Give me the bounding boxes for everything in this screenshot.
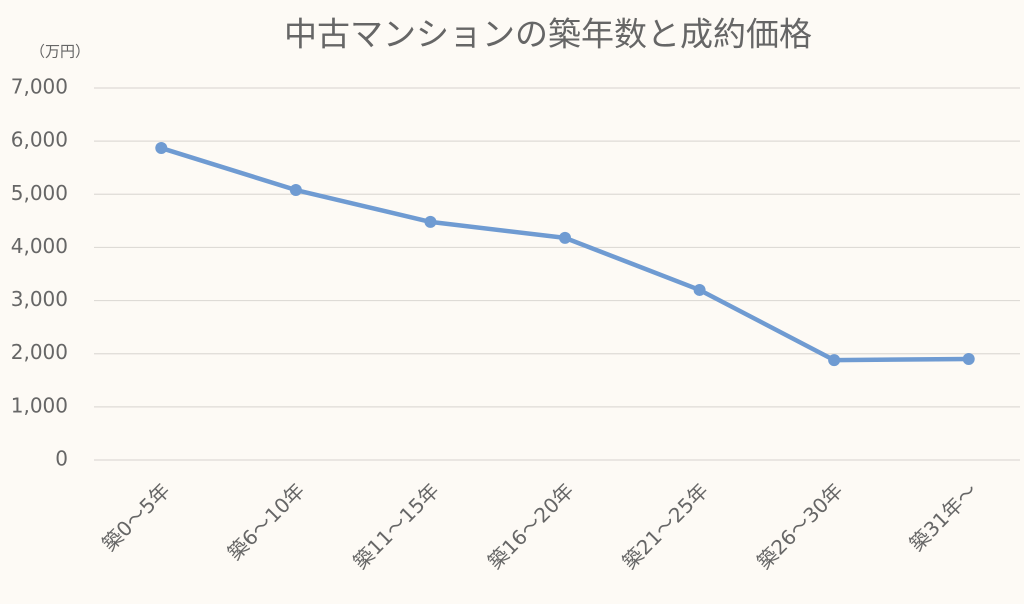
- y-tick-label: 5,000: [11, 181, 68, 205]
- y-unit: （万円）: [30, 43, 90, 61]
- data-point: [828, 354, 841, 367]
- data-point: [962, 353, 975, 366]
- chart-title: 中古マンションの築年数と成約価格: [284, 15, 812, 54]
- data-point: [559, 231, 571, 244]
- x-tick-label: 築0～5年: [97, 478, 174, 555]
- y-tick-label: 6,000: [11, 128, 68, 152]
- y-tick-label: 2,000: [11, 340, 68, 364]
- data-point: [424, 215, 437, 228]
- data-point: [693, 283, 706, 296]
- data-point: [289, 184, 302, 197]
- x-tick-label: 築26～30年: [752, 478, 847, 573]
- y-tick-label: 7,000: [11, 75, 68, 99]
- x-tick-label: 築31年～: [905, 478, 982, 555]
- y-tick-label: 1,000: [11, 393, 68, 417]
- x-tick-label: 築11～15年: [348, 478, 443, 573]
- x-tick-label: 築16～20年: [483, 478, 578, 573]
- x-tick-label: 築6～10年: [223, 478, 309, 564]
- y-tick-label: 3,000: [11, 287, 68, 311]
- y-tick-label: 4,000: [11, 234, 68, 258]
- y-tick-label: 0: [55, 447, 68, 471]
- series-line: [160, 145, 969, 363]
- x-tick-label: 築21～25年: [618, 478, 713, 573]
- data-point: [155, 142, 168, 155]
